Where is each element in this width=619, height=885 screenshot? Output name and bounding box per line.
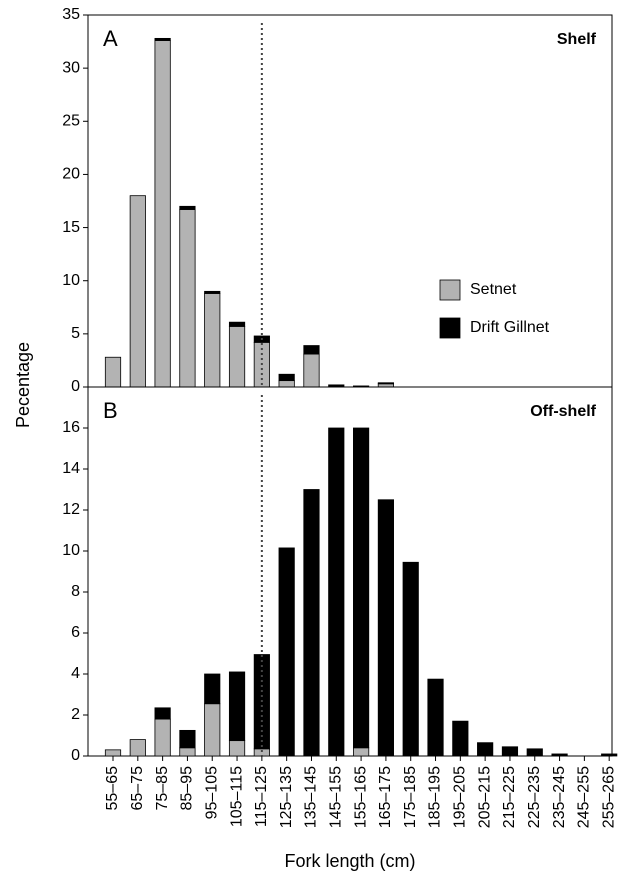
bar xyxy=(154,707,171,720)
x-tick-label: 205–215 xyxy=(476,766,493,828)
x-axis-title: Fork length (cm) xyxy=(284,851,415,871)
bar xyxy=(303,489,320,757)
bar xyxy=(204,673,221,705)
bar xyxy=(228,740,246,757)
bar xyxy=(228,326,246,388)
x-tick-label: 75–85 xyxy=(154,766,171,811)
bar xyxy=(278,380,295,388)
panel-label: A xyxy=(103,26,118,51)
bar xyxy=(179,747,196,757)
x-tick-label: 135–145 xyxy=(303,766,320,828)
bar xyxy=(154,718,171,757)
x-tick-label: 235–245 xyxy=(551,766,568,828)
y-tick-label: 12 xyxy=(62,501,80,518)
x-tick-label: 65–75 xyxy=(129,766,146,811)
y-tick-label: 30 xyxy=(62,59,80,76)
bar xyxy=(228,671,246,742)
y-tick-label: 15 xyxy=(62,219,80,236)
bar xyxy=(179,729,196,749)
y-tick-label: 4 xyxy=(71,665,80,682)
x-tick-label: 255–265 xyxy=(600,766,617,828)
y-tick-label: 10 xyxy=(62,272,80,289)
x-tick-label: 55–65 xyxy=(104,766,121,811)
x-tick-label: 245–255 xyxy=(576,766,593,828)
bar xyxy=(204,293,221,388)
x-tick-label: 195–205 xyxy=(452,766,469,828)
bar xyxy=(204,290,221,294)
bar xyxy=(228,321,246,327)
bar xyxy=(353,747,370,757)
bar xyxy=(154,40,171,388)
legend-label: Setnet xyxy=(470,281,517,298)
bar xyxy=(303,345,320,355)
x-tick-label: 175–185 xyxy=(402,766,419,828)
x-tick-label: 145–155 xyxy=(328,766,345,828)
bar xyxy=(477,742,494,757)
legend-swatch xyxy=(439,317,461,339)
y-tick-label: 25 xyxy=(62,113,80,130)
y-tick-label: 0 xyxy=(71,747,80,764)
y-tick-label: 8 xyxy=(71,583,80,600)
bar xyxy=(377,382,394,385)
y-tick-label: 6 xyxy=(71,624,80,641)
bar xyxy=(353,427,370,749)
y-axis-title: Pecentage xyxy=(13,342,33,428)
plot-frame xyxy=(87,386,613,757)
bar xyxy=(278,547,295,757)
x-tick-label: 115–125 xyxy=(253,766,270,827)
x-tick-label: 125–135 xyxy=(278,766,295,828)
bar xyxy=(526,748,543,757)
bar xyxy=(179,209,196,388)
legend-swatch xyxy=(439,279,461,301)
y-tick-label: 5 xyxy=(71,325,80,342)
y-tick-label: 14 xyxy=(62,460,80,477)
x-tick-label: 95–105 xyxy=(203,766,220,819)
y-tick-label: 10 xyxy=(62,542,80,559)
y-tick-label: 35 xyxy=(62,6,80,23)
bar xyxy=(129,739,146,757)
bar xyxy=(154,37,171,41)
bar xyxy=(104,749,122,757)
bar xyxy=(452,720,469,757)
x-tick-label: 215–225 xyxy=(501,766,518,828)
bar xyxy=(328,427,345,757)
bar xyxy=(179,205,196,210)
x-tick-label: 185–195 xyxy=(427,766,444,828)
bar xyxy=(303,353,320,388)
y-tick-label: 16 xyxy=(62,419,80,436)
legend-label: Drift Gillnet xyxy=(470,319,550,336)
x-tick-label: 105–115 xyxy=(228,766,245,827)
bar xyxy=(427,678,444,757)
bar xyxy=(501,746,519,757)
bar xyxy=(377,499,394,757)
x-tick-label: 155–165 xyxy=(352,766,369,828)
panel-title: Off-shelf xyxy=(530,403,596,420)
bar xyxy=(551,753,568,757)
x-tick-label: 85–95 xyxy=(179,766,196,811)
bar xyxy=(278,373,295,382)
bar xyxy=(253,748,270,757)
bar xyxy=(104,356,122,388)
bar xyxy=(601,753,618,757)
y-tick-label: 2 xyxy=(71,706,80,723)
y-tick-label: 20 xyxy=(62,166,80,183)
x-tick-label: 165–175 xyxy=(377,766,394,828)
y-tick-label: 0 xyxy=(71,378,80,395)
bar xyxy=(204,703,221,757)
bar xyxy=(129,195,146,388)
panel-title: Shelf xyxy=(557,31,597,48)
panel-label: B xyxy=(103,398,118,423)
bar xyxy=(402,561,419,757)
x-tick-label: 225–235 xyxy=(526,766,543,828)
